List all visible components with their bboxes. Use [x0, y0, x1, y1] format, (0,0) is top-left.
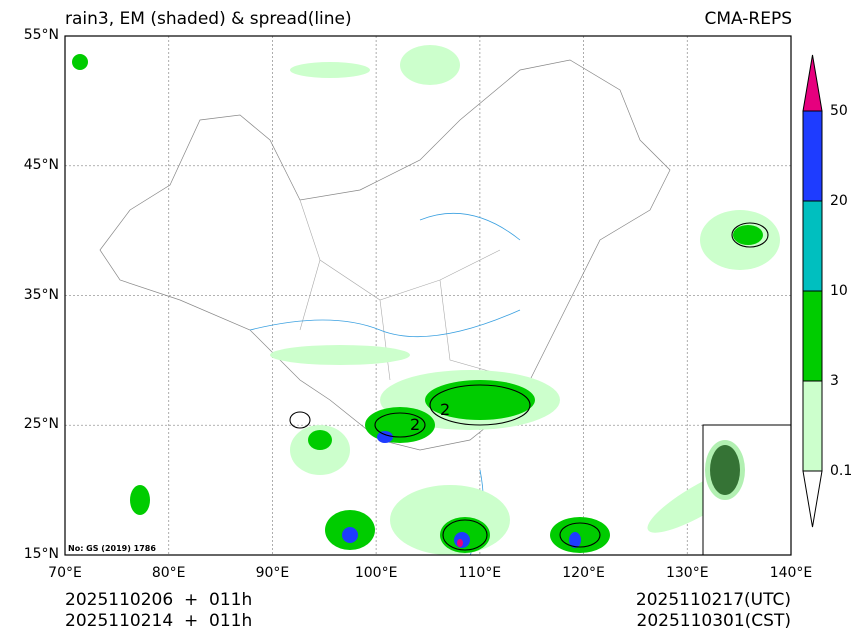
lon-tick-label: 120°E: [562, 565, 605, 581]
lat-tick-label: 35°N: [23, 286, 59, 303]
init-cst: 2025110214 + 011h: [65, 611, 253, 631]
graticule: [65, 36, 791, 555]
lat-tick-label: 55°N: [23, 27, 59, 43]
colorbar-label: 0.1: [830, 463, 853, 479]
colorbar: [802, 54, 823, 528]
colorbar-bin-20-50: [802, 110, 823, 202]
spread-contours: [289, 222, 769, 551]
lon-tick-label: 100°E: [354, 565, 398, 581]
lon-tick-label: 110°E: [458, 565, 502, 581]
colorbar-bin-10-20: [802, 200, 823, 292]
lat-tick-label: 15°N: [23, 546, 59, 562]
colorbar-bin-0.1-3: [802, 380, 823, 472]
colorbar-label: 50: [830, 103, 848, 119]
lon-tick-label: 70°E: [48, 565, 82, 581]
contour-label: 2: [440, 400, 450, 419]
lon-tick-label: 80°E: [151, 565, 186, 581]
lat-tick-label: 25°N: [23, 416, 59, 433]
lon-tick-label: 90°E: [255, 565, 290, 581]
init-utc: 2025110206 + 011h: [65, 590, 253, 610]
province-lines: [299, 199, 521, 381]
colorbar-label: 3: [830, 373, 839, 389]
valid-time-block: 2025110217(UTC) 2025110301(CST): [636, 590, 791, 632]
lat-tick-label: 45°N: [23, 156, 59, 173]
lon-tick-label: 130°E: [665, 565, 709, 581]
contour-label: 2: [410, 415, 420, 434]
map-frame: [64, 35, 792, 556]
model-name: CMA-REPS: [704, 9, 792, 29]
lon-tick-label: 140°E: [769, 565, 813, 581]
colorbar-bin-3-10: [802, 290, 823, 382]
map-approval-number: No: GS (2019) 1786: [68, 544, 156, 553]
china-boundary: [99, 59, 671, 451]
colorbar-extend-min: [802, 470, 823, 528]
valid-cst: 2025110301(CST): [636, 611, 791, 631]
valid-utc: 2025110217(UTC): [635, 590, 791, 610]
colorbar-label: 10: [830, 283, 848, 299]
colorbar-extend-max: [802, 54, 823, 112]
init-time-block: 2025110206 + 011h 2025110214 + 011h: [65, 590, 252, 632]
colorbar-label: 20: [830, 193, 848, 209]
map-title: rain3, EM (shaded) & spread(line): [65, 9, 352, 29]
